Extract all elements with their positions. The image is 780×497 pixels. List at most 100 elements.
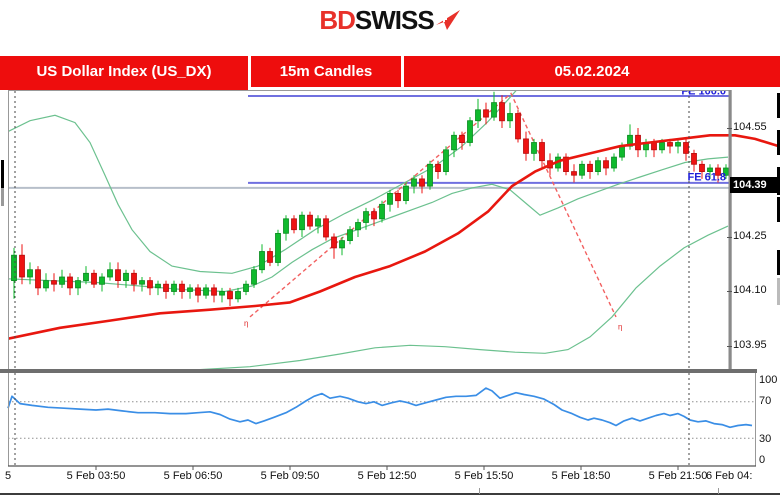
candle-body: [451, 134, 457, 151]
candle-body: [291, 218, 297, 231]
fib-extension-100-label: FE 100.0: [681, 90, 726, 98]
candle-body: [11, 254, 17, 281]
bdswiss-logo: BDSWISS: [0, 5, 780, 38]
candle-body: [67, 276, 73, 289]
candle-body: [59, 276, 65, 285]
right-edge-window-fragment: [777, 278, 780, 305]
candle-body: [259, 251, 265, 271]
rsi-indicator-panel[interactable]: [0, 371, 780, 470]
candle-body: [611, 156, 617, 169]
candle-body: [227, 291, 233, 300]
candle-body: [467, 120, 473, 143]
title-bar-divider: [401, 56, 404, 87]
candle-body: [603, 160, 609, 169]
logo-bd-text: BD: [319, 5, 356, 35]
bottom-table-tick: [479, 488, 480, 494]
candle-body: [355, 222, 361, 231]
candle-body: [267, 251, 273, 263]
candle-body: [131, 272, 137, 285]
lower-band-line: [199, 225, 729, 369]
rsi-axis-label: 70: [759, 395, 772, 407]
candle-body: [219, 291, 225, 296]
candle-body: [251, 269, 257, 285]
bottom-table-edge: [0, 493, 780, 495]
candle-body: [571, 171, 577, 176]
candle-body: [595, 160, 601, 172]
right-edge-window-fragment: [777, 167, 780, 195]
candle-body: [419, 178, 425, 187]
red-ma-line: [8, 133, 779, 340]
fib-extension-618-label: FE 61.8: [687, 172, 726, 184]
candle-body: [475, 109, 481, 122]
price-axis-tick: [727, 346, 732, 347]
candle-body: [75, 280, 81, 289]
candles-group: [8, 91, 729, 332]
zigzag-point-label: η: [618, 323, 622, 332]
candle-body: [155, 283, 161, 289]
candle-body: [667, 142, 673, 147]
candle-body: [371, 211, 377, 220]
candle-body: [107, 269, 113, 278]
candle-body: [459, 134, 465, 143]
zigzag-point-label: η: [244, 319, 248, 328]
candle-body: [123, 272, 129, 282]
candle-body: [707, 167, 713, 172]
candle-body: [171, 283, 177, 292]
candle-body: [91, 272, 97, 285]
time-axis-label: 5: [5, 470, 12, 482]
rsi-axis-label: 0: [759, 454, 766, 466]
candle-body: [563, 156, 569, 172]
candle-body: [211, 287, 217, 296]
main-price-chart[interactable]: η η FE 100.0 FE 61.8: [0, 90, 780, 371]
candle-body: [483, 109, 489, 118]
right-edge-window-fragment: [777, 250, 780, 275]
candle-body: [283, 218, 289, 234]
candle-body: [35, 269, 41, 289]
candle-body: [339, 240, 345, 249]
candle-body: [139, 280, 145, 285]
candle-body: [43, 280, 49, 289]
candle-body: [411, 178, 417, 187]
current-price-badge: 104.39: [730, 177, 780, 193]
candle-body: [403, 185, 409, 201]
candle-body: [115, 269, 121, 281]
time-axis-label: 5 Feb 06:50: [163, 470, 223, 482]
candle-body: [579, 163, 585, 176]
candle-body: [235, 291, 241, 300]
candle-body: [435, 163, 441, 173]
candle-body: [515, 113, 521, 140]
candle-body: [675, 142, 681, 147]
timeframe-cell: 15m Candles: [251, 56, 401, 87]
middle-band-line: [8, 156, 729, 293]
time-axis-label: 5 Feb 09:50: [260, 470, 320, 482]
candle-body: [363, 211, 369, 223]
candle-body: [307, 214, 313, 227]
price-axis-label: 104.55: [733, 121, 767, 133]
candle-body: [275, 232, 281, 263]
candle-body: [163, 283, 169, 292]
zigzag-pattern-line: [249, 92, 617, 318]
candle-body: [27, 269, 33, 278]
candle-body: [443, 149, 449, 172]
right-edge-window-fragment: [777, 130, 780, 155]
candle-body: [203, 287, 209, 296]
right-edge-window-fragment: [777, 197, 780, 222]
candle-body: [99, 276, 105, 285]
swiss-arrow-icon: [435, 7, 461, 38]
title-bar-divider: [248, 56, 251, 87]
time-axis-label: 5 Feb 03:50: [66, 470, 126, 482]
candle-body: [195, 287, 201, 296]
time-axis-label: 5 Feb 15:50: [454, 470, 514, 482]
right-edge-window-fragment: [777, 93, 780, 118]
candle-body: [699, 163, 705, 173]
date-cell: 05.02.2024: [404, 56, 780, 87]
candle-body: [147, 280, 153, 289]
candle-body: [691, 153, 697, 165]
candle-body: [539, 142, 545, 162]
candle-body: [507, 113, 513, 122]
time-axis-label: 5 Feb 21:50: [648, 470, 708, 482]
price-axis-tick: [727, 128, 732, 129]
left-edge-window-fragment: [1, 160, 4, 188]
price-axis-tick: [727, 291, 732, 292]
rsi-axis-label: 30: [759, 433, 772, 445]
